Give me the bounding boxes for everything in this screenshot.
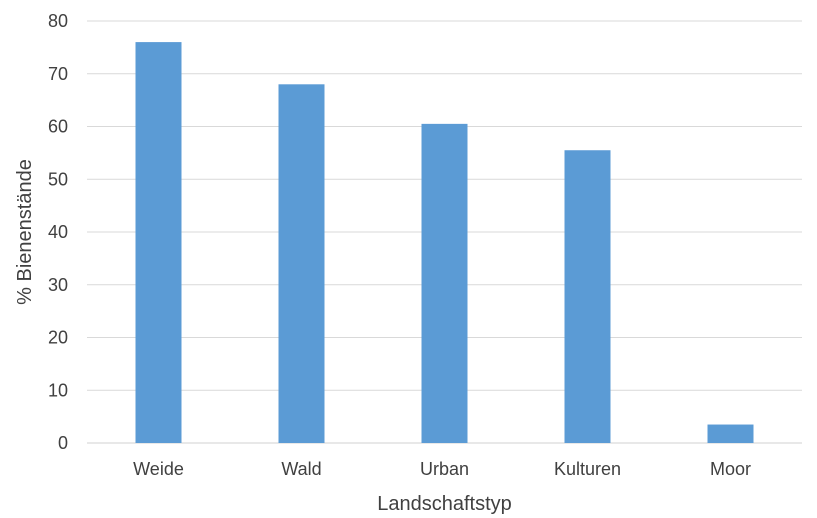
y-tick-labels: 0 10 20 30 40 50 60 70 80 (48, 11, 68, 453)
y-tick-label: 70 (48, 64, 68, 84)
x-axis-title: Landschaftstyp (377, 493, 512, 515)
y-tick-label: 50 (48, 169, 68, 189)
y-tick-label: 30 (48, 275, 68, 295)
bar-weide (135, 42, 182, 443)
y-axis-title: % Bienenstände (14, 159, 36, 305)
x-tick-label: Urban (420, 459, 469, 479)
x-tick-label: Moor (710, 459, 751, 479)
y-tick-label: 10 (48, 380, 68, 400)
bar-moor (707, 424, 754, 443)
bars (135, 42, 754, 444)
x-tick-label: Wald (281, 459, 321, 479)
y-tick-label: 0 (58, 433, 68, 453)
x-tick-labels: Weide Wald Urban Kulturen Moor (133, 459, 751, 479)
bar-kulturen (564, 150, 611, 444)
y-tick-label: 40 (48, 222, 68, 242)
bar-urban (421, 123, 468, 444)
y-tick-label: 60 (48, 117, 68, 137)
y-tick-label: 80 (48, 11, 68, 31)
y-tick-label: 20 (48, 328, 68, 348)
x-tick-label: Weide (133, 459, 184, 479)
bar-wald (278, 84, 325, 444)
x-tick-label: Kulturen (554, 459, 621, 479)
